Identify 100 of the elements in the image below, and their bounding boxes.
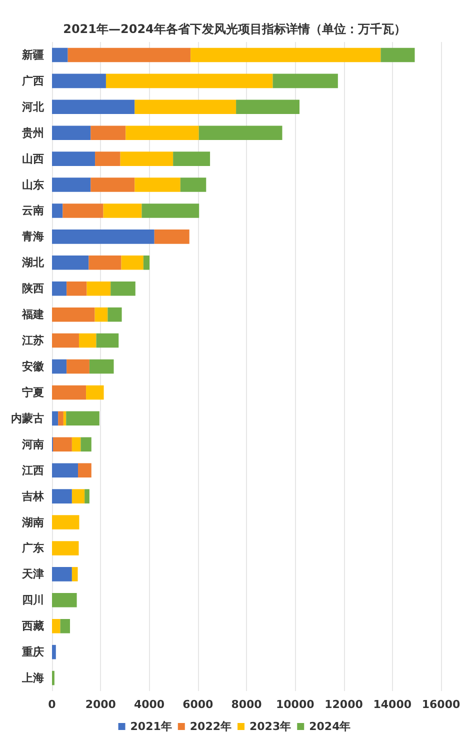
bar bbox=[52, 333, 79, 348]
bar bbox=[94, 307, 108, 322]
x-tick-label: 16000 bbox=[422, 698, 460, 711]
bar bbox=[272, 74, 338, 88]
bar bbox=[52, 204, 63, 218]
bar bbox=[198, 126, 282, 140]
bar bbox=[52, 385, 86, 400]
x-tick-label: 12000 bbox=[324, 698, 364, 711]
bar bbox=[154, 230, 190, 244]
bar bbox=[72, 567, 78, 582]
bar bbox=[63, 411, 66, 426]
x-tick-label: 6000 bbox=[182, 698, 214, 711]
y-tick-label: 天津 bbox=[21, 568, 44, 581]
y-tick-label: 新疆 bbox=[21, 48, 44, 62]
legend-label: 2024年 bbox=[309, 720, 351, 733]
y-tick-label: 贵州 bbox=[21, 126, 44, 140]
bar bbox=[58, 411, 64, 426]
bar bbox=[52, 256, 89, 270]
y-tick-label: 广东 bbox=[21, 542, 44, 555]
bar bbox=[173, 152, 210, 166]
y-tick-label: 宁夏 bbox=[22, 386, 44, 399]
bar bbox=[78, 333, 96, 348]
bar bbox=[52, 593, 77, 608]
bar bbox=[66, 359, 90, 374]
y-tick-label: 广西 bbox=[21, 74, 44, 88]
bar bbox=[52, 281, 67, 296]
bar bbox=[80, 437, 92, 452]
bar bbox=[52, 411, 58, 426]
y-tick-label: 四川 bbox=[22, 594, 44, 607]
chart-title: 2021年—2024年各省下发风光项目指标详情（单位：万千瓦） bbox=[63, 22, 406, 36]
bar bbox=[52, 567, 72, 582]
bar bbox=[52, 515, 80, 530]
bar bbox=[60, 618, 70, 634]
bar bbox=[52, 74, 106, 88]
x-tick-label: 4000 bbox=[134, 698, 165, 711]
y-tick-label: 西藏 bbox=[21, 620, 44, 633]
bar bbox=[90, 126, 126, 140]
bar bbox=[72, 437, 81, 452]
y-tick-label: 福建 bbox=[21, 308, 44, 322]
bar bbox=[52, 359, 67, 374]
bar bbox=[96, 333, 119, 348]
bar bbox=[236, 100, 300, 114]
x-tick-label: 8000 bbox=[231, 698, 262, 711]
y-tick-label: 湖南 bbox=[21, 516, 44, 529]
y-tick-label: 河南 bbox=[21, 438, 44, 451]
bar bbox=[52, 463, 78, 478]
y-tick-label: 江西 bbox=[21, 464, 44, 477]
y-tick-label: 陕西 bbox=[22, 282, 44, 296]
bar bbox=[180, 178, 206, 192]
bar bbox=[52, 126, 91, 140]
y-tick-label: 山东 bbox=[22, 178, 44, 192]
bar bbox=[108, 307, 122, 322]
bar bbox=[89, 359, 114, 374]
bar bbox=[126, 126, 199, 140]
y-tick-label: 上海 bbox=[21, 672, 44, 685]
bar bbox=[88, 256, 122, 270]
bar bbox=[62, 204, 104, 218]
bar bbox=[52, 489, 72, 504]
legend-label: 2022年 bbox=[190, 720, 232, 733]
bar bbox=[190, 48, 381, 62]
bar bbox=[78, 463, 92, 478]
x-tick-label: 0 bbox=[48, 698, 56, 711]
y-tick-label: 云南 bbox=[22, 204, 44, 218]
y-tick-label: 湖北 bbox=[21, 256, 45, 270]
x-tick-label: 14000 bbox=[373, 698, 412, 711]
bar bbox=[66, 411, 100, 426]
bar bbox=[84, 489, 90, 504]
bar bbox=[52, 230, 154, 244]
bar bbox=[90, 178, 135, 192]
y-tick-label: 重庆 bbox=[21, 646, 44, 659]
bar bbox=[68, 48, 191, 62]
bar bbox=[72, 489, 85, 504]
bar bbox=[134, 100, 236, 114]
bar bbox=[52, 644, 56, 660]
x-tick-label: 2000 bbox=[85, 698, 116, 711]
y-tick-label: 安徽 bbox=[22, 360, 45, 373]
y-tick-label: 青海 bbox=[21, 230, 44, 244]
bar bbox=[143, 256, 150, 270]
bar bbox=[52, 307, 95, 322]
bar bbox=[103, 204, 142, 218]
y-tick-label: 内蒙古 bbox=[11, 412, 44, 425]
bar bbox=[106, 74, 273, 88]
bar bbox=[52, 100, 135, 114]
y-tick-label: 河北 bbox=[21, 100, 45, 114]
bar bbox=[66, 281, 87, 296]
y-tick-label: 江苏 bbox=[21, 334, 44, 348]
bar bbox=[52, 48, 68, 62]
bar bbox=[142, 204, 200, 218]
y-tick-label: 山西 bbox=[22, 152, 44, 166]
bar bbox=[380, 48, 415, 62]
bar bbox=[86, 385, 104, 400]
bar bbox=[110, 281, 136, 296]
x-tick-label: 10000 bbox=[276, 698, 315, 711]
bar bbox=[52, 152, 96, 166]
bar bbox=[121, 256, 144, 270]
legend-label: 2023年 bbox=[250, 720, 292, 733]
bar bbox=[52, 541, 79, 556]
y-tick-label: 吉林 bbox=[21, 490, 45, 503]
bar bbox=[52, 618, 60, 634]
legend-label: 2021年 bbox=[130, 720, 172, 733]
